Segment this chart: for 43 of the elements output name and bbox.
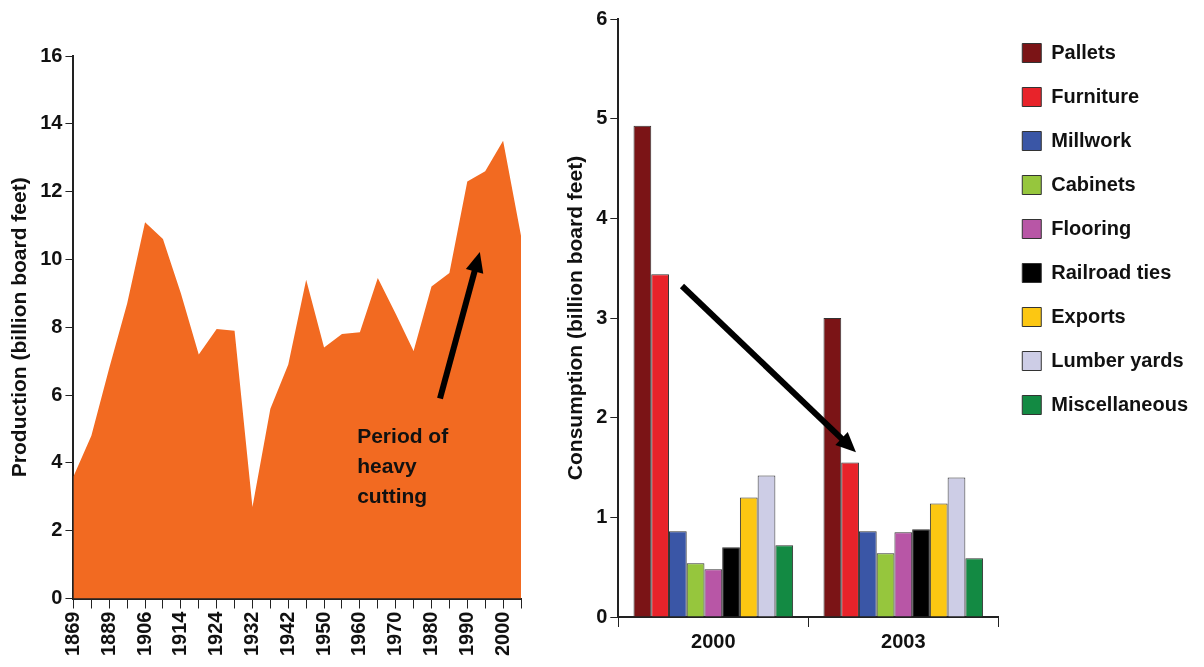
x-tick-label: 1906 [132, 611, 155, 657]
y-tick-label: 0 [596, 604, 608, 627]
y-tick-label: 5 [596, 106, 608, 129]
legend-label: Furniture [1051, 84, 1140, 107]
x-tick-label: 2003 [881, 629, 926, 652]
x-tick-label: 1960 [347, 611, 370, 657]
x-tick-label: 1924 [204, 610, 227, 657]
x-tick-label: 1869 [60, 611, 83, 657]
legend-label: Cabinets [1051, 172, 1136, 195]
y-tick-label: 14 [40, 111, 64, 134]
y-tick-label: 6 [51, 382, 63, 405]
y-axis-title: Consumption (billion board feet) [563, 155, 587, 481]
x-tick-label: 1980 [419, 611, 441, 657]
x-tick-label: 1950 [311, 611, 334, 657]
legend-label: Miscellaneous [1051, 392, 1188, 415]
y-axis-title: Production (billion board feet) [7, 177, 31, 478]
y-tick-label: 1 [596, 504, 608, 527]
legend-label: Millwork [1051, 128, 1133, 151]
x-tick-label: 2000 [490, 611, 513, 657]
y-tick-label: 16 [40, 43, 63, 66]
x-tick-label: 1970 [383, 611, 406, 657]
annotation: Period of heavy cutting [357, 422, 450, 509]
x-tick-label: 1889 [96, 611, 119, 657]
x-tick-label: 2000 [691, 629, 736, 652]
y-tick-label: 12 [40, 179, 63, 202]
legend-label: Exports [1051, 304, 1126, 327]
x-tick-label: 1932 [239, 611, 262, 657]
legend-label: Railroad ties [1051, 260, 1172, 283]
legend-label: Pallets [1051, 40, 1116, 63]
y-tick-label: 0 [51, 586, 63, 609]
y-tick-label: 4 [51, 450, 64, 473]
y-tick-label: 4 [596, 205, 609, 228]
x-tick-label: 1990 [454, 611, 477, 657]
y-tick-label: 2 [596, 405, 608, 428]
legend-label: Lumber yards [1051, 348, 1184, 371]
legend-label: Flooring [1051, 216, 1132, 239]
y-tick-label: 10 [40, 246, 63, 269]
y-tick-label: 6 [596, 6, 608, 29]
x-tick-label: 1914 [168, 610, 191, 657]
y-tick-label: 3 [596, 305, 608, 328]
y-tick-label: 2 [51, 518, 63, 541]
y-tick-label: 8 [51, 314, 63, 337]
x-tick-label: 1942 [275, 611, 298, 657]
